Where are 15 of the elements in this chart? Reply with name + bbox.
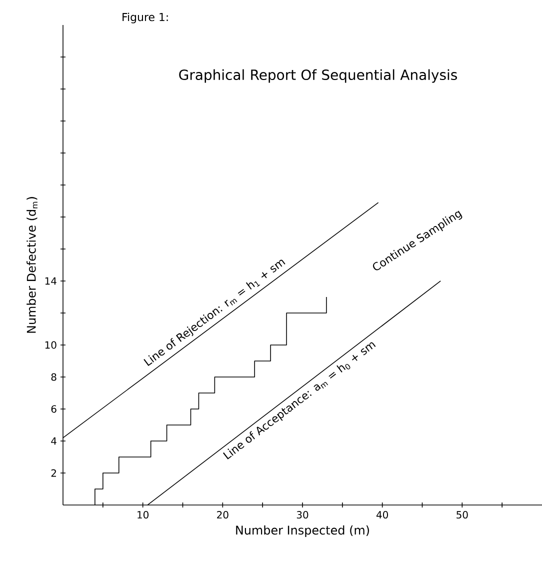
x-tick-label: 20 — [217, 511, 228, 519]
x-axis-title: Number Inspected (m) — [236, 525, 370, 537]
y-tick-label: 10 — [45, 341, 56, 349]
x-tick-label: 10 — [138, 511, 149, 519]
y-tick-label: 6 — [51, 405, 56, 413]
y-axis-title: Number Defective (d$_{m}$) — [26, 197, 38, 333]
y-tick-label: 14 — [45, 277, 56, 285]
x-tick-label: 40 — [376, 511, 388, 519]
x-tick-label: 30 — [296, 511, 308, 519]
text: Graphical Report Of Sequential Analysis — [179, 69, 457, 83]
y-tick-label: 2 — [51, 469, 56, 477]
chart-title: Figure 1: — [122, 12, 168, 24]
y-tick-label: 8 — [51, 373, 56, 381]
x-tick-label: 50 — [456, 511, 468, 519]
y-tick-label: 4 — [51, 437, 56, 445]
